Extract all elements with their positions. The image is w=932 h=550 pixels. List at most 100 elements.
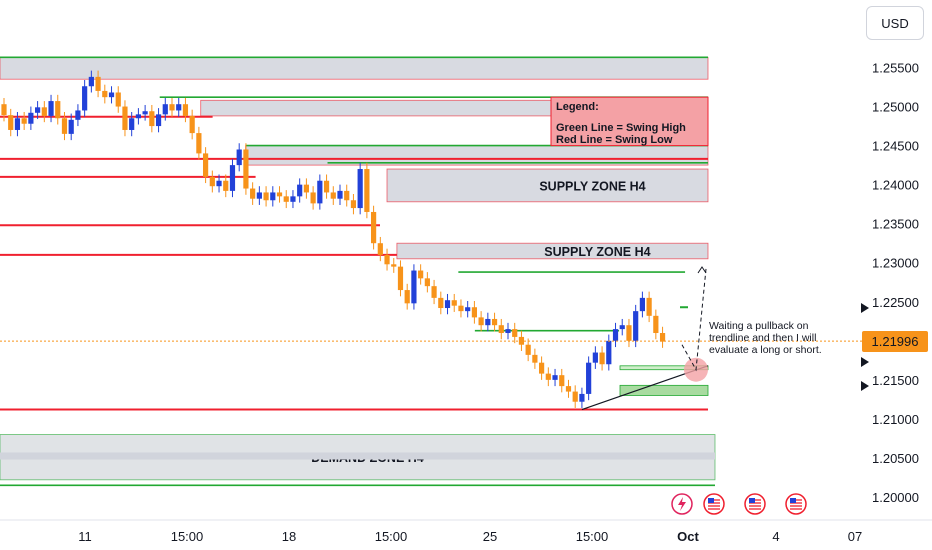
x-tick-label: 15:00 <box>375 529 408 544</box>
candle-body <box>129 118 135 130</box>
candle-body <box>209 176 215 187</box>
current-price-tag: 1.21996 <box>862 331 928 352</box>
candle-body <box>545 373 551 380</box>
supply-upper-zone <box>386 168 709 203</box>
candle-body <box>633 311 639 341</box>
candle-body <box>539 362 545 374</box>
candle-body <box>659 333 666 342</box>
candle-body <box>606 340 612 365</box>
candle-body <box>35 107 41 113</box>
candle-body <box>444 300 451 309</box>
candle-body <box>592 352 598 363</box>
candle-body <box>371 211 377 244</box>
candle-body <box>162 104 168 115</box>
y-tick-label: 1.20500 <box>872 451 919 466</box>
x-tick-label: 11 <box>78 529 92 544</box>
candle-body <box>256 192 262 199</box>
candle-body <box>465 307 471 312</box>
y-tick-label: 1.21500 <box>872 373 919 388</box>
scroll-right-arrow-icon[interactable] <box>860 380 870 392</box>
candle-body <box>75 110 81 120</box>
x-tick-label: 18 <box>282 529 296 544</box>
candle-body <box>646 297 652 316</box>
us-flag-icon[interactable] <box>785 493 807 515</box>
supply-lower-zone-label: SUPPLY ZONE H4 <box>544 245 650 259</box>
candle-body <box>229 165 236 191</box>
annotation-line: evaluate a long or short. <box>709 344 822 356</box>
candle-body <box>505 329 511 334</box>
scroll-right-arrow-icon[interactable] <box>860 302 870 314</box>
scroll-right-arrow-icon[interactable] <box>860 356 870 368</box>
candle-body <box>619 325 625 330</box>
candle-body <box>21 118 27 124</box>
y-tick-label: 1.24500 <box>872 139 919 154</box>
candle-body <box>559 375 565 387</box>
candle-body <box>491 318 498 326</box>
candle-body <box>337 190 343 199</box>
x-tick-label: 15:00 <box>171 529 204 544</box>
candle-body <box>61 118 68 134</box>
candle-body <box>142 111 148 115</box>
us-flag-icon[interactable] <box>703 493 725 515</box>
annotation-line: trendline and then I will <box>709 332 816 344</box>
candle-body <box>122 106 128 130</box>
projection-path <box>681 268 707 372</box>
candle-body <box>431 286 437 298</box>
flag-canton <box>790 498 796 503</box>
candle-body <box>565 386 572 392</box>
x-tick-label: 25 <box>483 529 497 544</box>
candle-body <box>28 112 34 124</box>
candle-body <box>48 101 54 116</box>
currency-button[interactable]: USD <box>866 6 924 40</box>
candle-body <box>115 92 121 107</box>
y-tick-label: 1.23000 <box>872 256 919 271</box>
top-zone <box>0 56 709 80</box>
candle-body <box>357 169 363 209</box>
candle-body <box>626 325 632 341</box>
candle-body <box>424 278 430 287</box>
candle-body <box>14 118 21 130</box>
x-tick-label: 4 <box>772 529 779 544</box>
candle-body <box>653 315 659 334</box>
projection-arrow-icon <box>697 266 707 274</box>
candle-body <box>572 391 578 402</box>
candle-body <box>223 180 229 191</box>
us-flag-icon[interactable] <box>744 493 766 515</box>
candle-body <box>498 325 504 334</box>
supply-lower-zone <box>396 242 709 260</box>
candle-body <box>478 317 484 326</box>
candle-body <box>411 270 417 304</box>
candle-body <box>317 180 323 204</box>
candle-body <box>88 76 94 87</box>
candle-body <box>108 92 115 98</box>
candle-body <box>216 180 222 187</box>
x-tick-label: Oct <box>677 529 699 544</box>
candle-body <box>485 318 491 326</box>
candle-body <box>169 104 175 111</box>
candle-body <box>290 196 296 202</box>
candle-body <box>155 114 162 127</box>
legend-title: Legend: <box>556 101 599 113</box>
candle-body <box>418 270 424 279</box>
x-tick-label: 07 <box>848 529 862 544</box>
candle-body <box>41 107 47 116</box>
candle-body <box>364 169 370 212</box>
candle-body <box>330 192 336 199</box>
y-tick-label: 1.22500 <box>872 295 919 310</box>
candle-body <box>263 192 269 201</box>
candle-body <box>203 153 209 177</box>
candle-body <box>243 149 249 189</box>
candle-body <box>532 354 538 363</box>
demand-box-thin <box>619 365 709 371</box>
legend-box <box>550 96 709 147</box>
candle-body <box>384 254 390 265</box>
candle-body <box>552 375 558 380</box>
candle-body <box>283 196 289 202</box>
candle-body <box>438 297 444 309</box>
candle-body <box>55 101 61 119</box>
candle-body <box>236 149 242 166</box>
candle-body <box>391 264 397 267</box>
supply-upper-zone-label: SUPPLY ZONE H4 <box>539 179 645 193</box>
